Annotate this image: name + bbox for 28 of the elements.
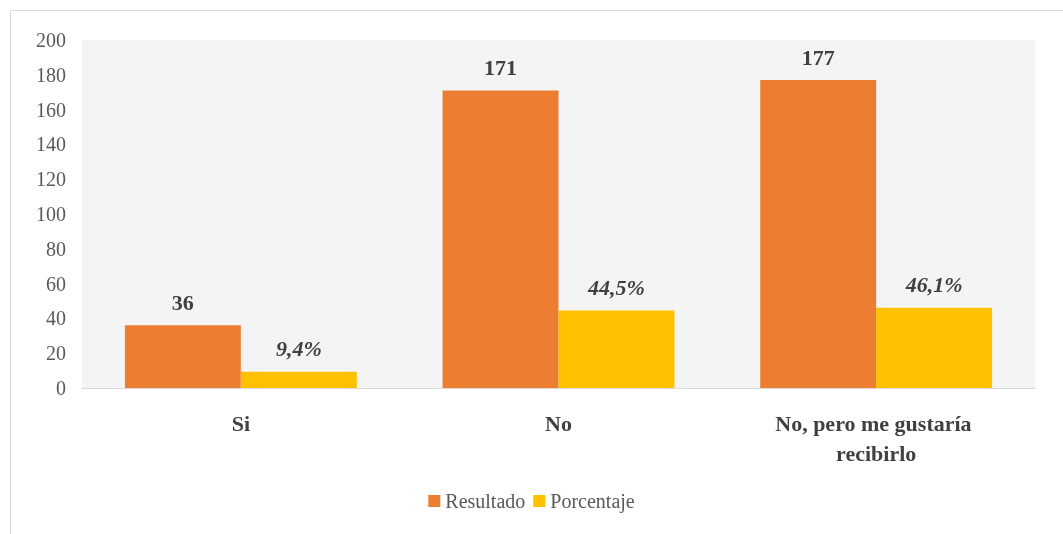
bar (558, 310, 675, 388)
x-tick-label: No (545, 410, 572, 436)
x-tick-label: No, pero me gustaría recibirlo (775, 410, 978, 466)
y-tick-label: 40 (46, 307, 66, 330)
data-label: 177 (801, 44, 835, 70)
bar (442, 90, 559, 388)
data-label: 171 (484, 54, 518, 80)
y-tick-label: 100 (36, 203, 66, 225)
y-tick-label: 120 (36, 168, 66, 191)
data-label: 44,5% (587, 275, 645, 301)
y-tick-label: 0 (56, 377, 66, 399)
y-tick-label: 160 (36, 98, 66, 121)
bar (760, 80, 877, 388)
y-tick-label: 80 (46, 237, 66, 260)
y-tick-label: 180 (36, 63, 66, 86)
data-label: 46,1% (904, 272, 963, 298)
data-label: 36 (171, 289, 194, 315)
legend-label: Porcentaje (550, 490, 635, 513)
y-tick-label: 200 (36, 29, 66, 51)
data-label: 9,4% (275, 336, 322, 362)
bar (876, 307, 993, 388)
y-tick-label: 20 (46, 342, 66, 365)
y-tick-label: 60 (46, 272, 66, 295)
y-tick-label: 140 (36, 133, 66, 156)
legend-label: Resultado (445, 490, 526, 512)
bar (124, 325, 241, 388)
bar (240, 371, 357, 388)
x-tick-label: Si (231, 410, 251, 436)
